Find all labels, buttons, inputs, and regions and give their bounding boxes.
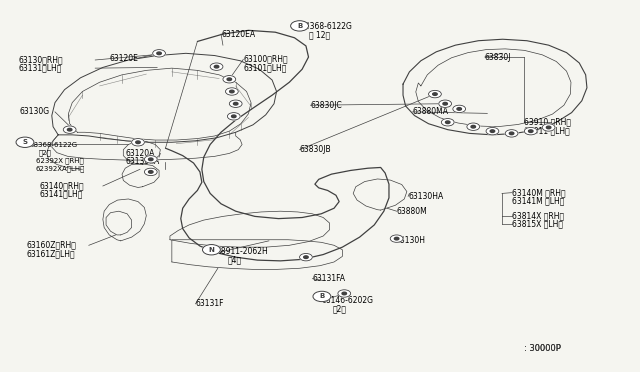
Circle shape: [214, 65, 219, 68]
Text: 63130G: 63130G: [20, 108, 50, 116]
Circle shape: [313, 291, 331, 302]
Text: 63910 〈RH〉: 63910 〈RH〉: [524, 118, 572, 127]
Text: 08368-6122G: 08368-6122G: [301, 22, 353, 31]
Circle shape: [457, 108, 461, 110]
Text: 63131〈LH〉: 63131〈LH〉: [19, 64, 62, 73]
Circle shape: [16, 137, 34, 147]
Circle shape: [227, 78, 232, 81]
Circle shape: [67, 128, 72, 131]
Text: 63101〈LH〉: 63101〈LH〉: [243, 63, 287, 72]
Circle shape: [145, 168, 157, 176]
Circle shape: [202, 244, 220, 255]
Text: 〈 12〉: 〈 12〉: [308, 30, 330, 39]
Circle shape: [291, 21, 308, 31]
Text: 63120A: 63120A: [125, 149, 155, 158]
Text: 08911-2062H: 08911-2062H: [216, 247, 268, 256]
Text: 63880M: 63880M: [397, 207, 428, 216]
Circle shape: [542, 124, 555, 131]
Circle shape: [529, 130, 533, 132]
Circle shape: [490, 130, 495, 132]
Text: 63130〈RH〉: 63130〈RH〉: [19, 55, 63, 64]
Circle shape: [230, 90, 234, 93]
Circle shape: [486, 128, 499, 135]
Circle shape: [132, 138, 145, 146]
Circle shape: [524, 128, 537, 135]
Circle shape: [442, 119, 454, 126]
Text: : 30000P: : 30000P: [524, 344, 561, 353]
Text: 08146-6202G: 08146-6202G: [322, 296, 374, 305]
Circle shape: [471, 125, 476, 128]
Text: 63130EA: 63130EA: [125, 157, 159, 166]
Circle shape: [229, 100, 242, 108]
Circle shape: [547, 126, 551, 129]
Text: 63141M 〈LH〉: 63141M 〈LH〉: [511, 196, 564, 205]
Circle shape: [443, 102, 447, 105]
Text: 63100〈RH〉: 63100〈RH〉: [243, 55, 288, 64]
Circle shape: [433, 93, 437, 95]
Circle shape: [136, 141, 140, 144]
Text: 〈2〉: 〈2〉: [39, 149, 52, 156]
Text: 63160Z〈RH〉: 63160Z〈RH〉: [26, 241, 76, 250]
Text: 63131FA: 63131FA: [312, 274, 346, 283]
Circle shape: [390, 235, 403, 242]
Text: 63130H: 63130H: [396, 236, 426, 246]
Circle shape: [394, 237, 399, 240]
Circle shape: [227, 113, 240, 120]
Text: 63880MA: 63880MA: [413, 108, 449, 116]
Text: B: B: [297, 23, 302, 29]
Text: 62392X 〈RH〉: 62392X 〈RH〉: [36, 157, 84, 164]
Text: B: B: [319, 294, 324, 299]
Circle shape: [225, 88, 238, 95]
Circle shape: [63, 126, 76, 134]
Text: 63140〈RH〉: 63140〈RH〉: [39, 182, 84, 190]
Circle shape: [429, 90, 442, 98]
Circle shape: [145, 155, 157, 163]
Text: 63830J: 63830J: [484, 52, 511, 61]
Circle shape: [338, 290, 351, 297]
Text: 63120E: 63120E: [109, 54, 138, 62]
Circle shape: [453, 105, 466, 113]
Text: 63814X 〈RH〉: 63814X 〈RH〉: [511, 211, 564, 220]
Text: 63130HA: 63130HA: [408, 192, 444, 201]
Circle shape: [445, 121, 450, 124]
Text: N: N: [209, 247, 214, 253]
Circle shape: [509, 132, 514, 135]
Text: 〈2〉: 〈2〉: [333, 305, 347, 314]
Circle shape: [304, 256, 308, 259]
Text: 08368-6122G: 08368-6122G: [29, 142, 77, 148]
Circle shape: [223, 76, 236, 83]
Text: 63140M 〈RH〉: 63140M 〈RH〉: [511, 188, 565, 197]
Text: 63131F: 63131F: [195, 299, 224, 308]
Text: S: S: [22, 139, 28, 145]
Text: 63161Z〈LH〉: 63161Z〈LH〉: [26, 249, 75, 258]
Circle shape: [148, 171, 153, 173]
Circle shape: [210, 63, 223, 70]
Text: 63911 〈LH〉: 63911 〈LH〉: [524, 126, 570, 135]
Text: 63815X 〈LH〉: 63815X 〈LH〉: [511, 219, 563, 228]
Text: 62392XA〈LH〉: 62392XA〈LH〉: [36, 165, 85, 171]
Circle shape: [153, 49, 166, 57]
Text: 〈4〉: 〈4〉: [228, 256, 242, 264]
Circle shape: [232, 115, 236, 118]
Text: 63830JC: 63830JC: [310, 101, 342, 110]
Circle shape: [439, 100, 452, 108]
Circle shape: [148, 158, 153, 161]
Text: : 30000P: : 30000P: [524, 344, 561, 353]
Circle shape: [234, 102, 238, 105]
Text: 63120EA: 63120EA: [221, 29, 255, 39]
Circle shape: [300, 253, 312, 261]
Text: 63141〈LH〉: 63141〈LH〉: [39, 189, 83, 198]
Circle shape: [505, 130, 518, 137]
Circle shape: [157, 52, 161, 55]
Circle shape: [467, 123, 479, 131]
Text: 63830JB: 63830JB: [300, 145, 331, 154]
Circle shape: [342, 292, 346, 295]
